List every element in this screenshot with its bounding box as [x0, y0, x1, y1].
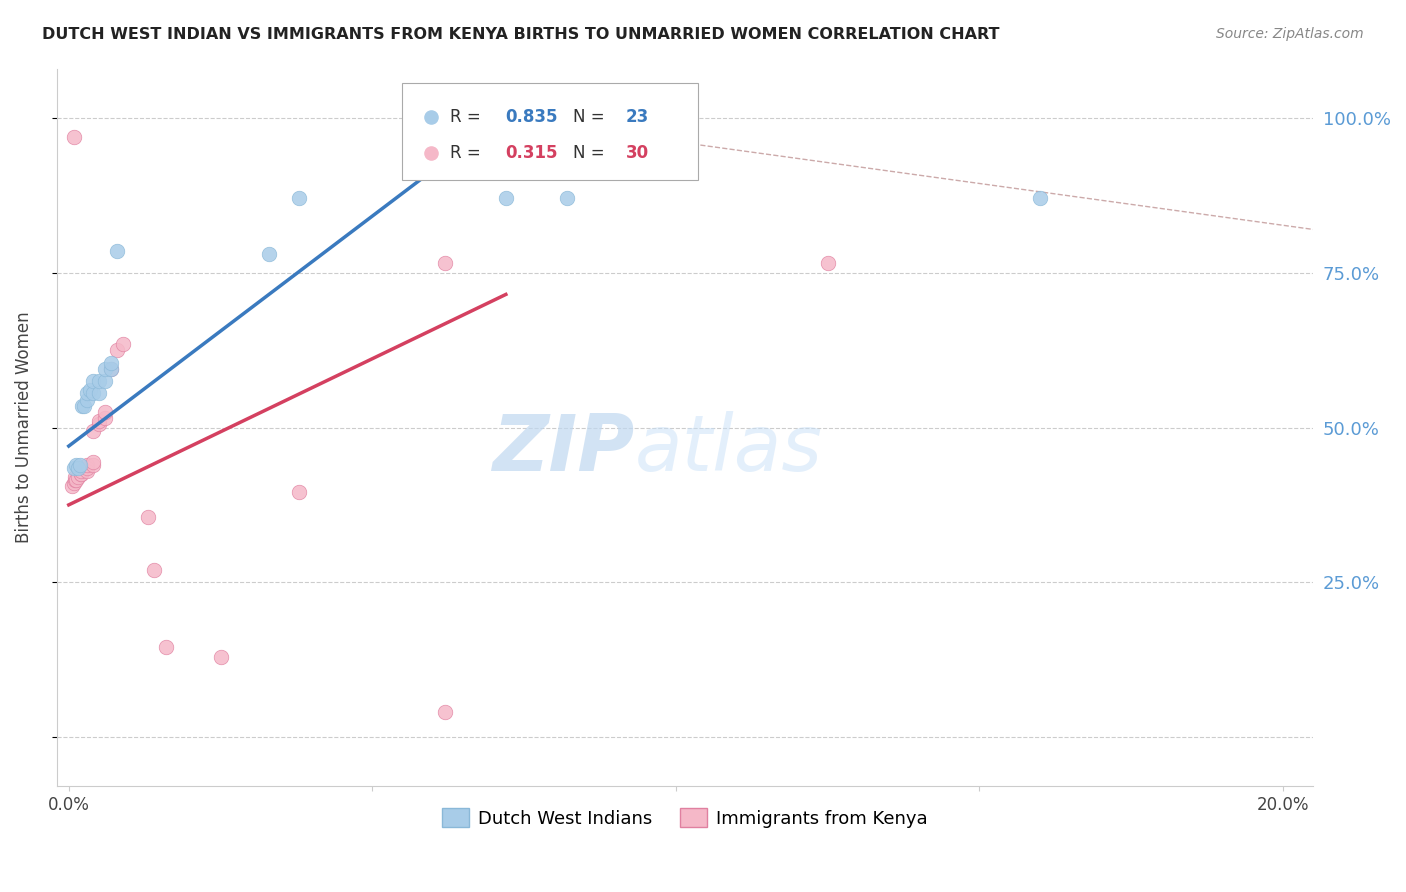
Point	[94, 374, 117, 388]
Text: 23: 23	[626, 108, 650, 126]
Point	[136, 510, 159, 524]
Point	[65, 473, 87, 487]
Point	[62, 476, 84, 491]
Point	[76, 458, 98, 472]
Point	[142, 563, 165, 577]
Text: Source: ZipAtlas.com: Source: ZipAtlas.com	[1216, 27, 1364, 41]
Point	[434, 256, 457, 270]
Point	[105, 244, 128, 259]
Point	[112, 337, 135, 351]
Text: N =: N =	[574, 144, 610, 161]
Point	[94, 405, 117, 419]
Point	[555, 192, 578, 206]
Point	[209, 649, 232, 664]
Text: R =: R =	[450, 108, 486, 126]
Point	[66, 460, 89, 475]
Point	[76, 386, 98, 401]
Point	[76, 392, 98, 407]
Point	[69, 458, 91, 472]
Y-axis label: Births to Unmarried Women: Births to Unmarried Women	[15, 311, 32, 543]
Point	[257, 247, 280, 261]
Point	[100, 355, 122, 369]
Point	[82, 374, 104, 388]
Point	[60, 479, 83, 493]
Point	[70, 399, 93, 413]
Legend: Dutch West Indians, Immigrants from Kenya: Dutch West Indians, Immigrants from Keny…	[434, 801, 935, 835]
Point	[87, 417, 110, 432]
Point	[100, 361, 122, 376]
Point	[1029, 192, 1052, 206]
Point	[82, 386, 104, 401]
Point	[94, 361, 117, 376]
Text: N =: N =	[574, 108, 610, 126]
Point	[70, 464, 93, 478]
Point	[495, 192, 517, 206]
Point	[288, 485, 311, 500]
Point	[817, 256, 839, 270]
Text: DUTCH WEST INDIAN VS IMMIGRANTS FROM KENYA BIRTHS TO UNMARRIED WOMEN CORRELATION: DUTCH WEST INDIAN VS IMMIGRANTS FROM KEN…	[42, 27, 1000, 42]
Point	[76, 464, 98, 478]
Text: atlas: atlas	[634, 411, 823, 487]
Point	[70, 467, 93, 481]
Point	[63, 473, 86, 487]
Point	[155, 640, 177, 655]
Point	[76, 460, 98, 475]
Text: 30: 30	[626, 144, 650, 161]
Point	[62, 460, 84, 475]
Point	[105, 343, 128, 358]
Point	[82, 424, 104, 438]
Point	[288, 192, 311, 206]
Point	[87, 386, 110, 401]
Point	[63, 470, 86, 484]
Point	[82, 454, 104, 468]
FancyBboxPatch shape	[402, 83, 697, 180]
Point	[87, 414, 110, 428]
Point	[79, 384, 101, 398]
Point	[94, 411, 117, 425]
Point	[82, 458, 104, 472]
Text: 0.315: 0.315	[505, 144, 558, 161]
Point	[62, 129, 84, 144]
Point	[100, 361, 122, 376]
Point	[65, 458, 87, 472]
Text: 0.835: 0.835	[505, 108, 558, 126]
Text: ZIP: ZIP	[492, 411, 634, 487]
Point	[87, 374, 110, 388]
Point	[434, 705, 457, 719]
Text: R =: R =	[450, 144, 486, 161]
Point	[73, 399, 96, 413]
Point	[70, 467, 93, 481]
Point	[66, 470, 89, 484]
